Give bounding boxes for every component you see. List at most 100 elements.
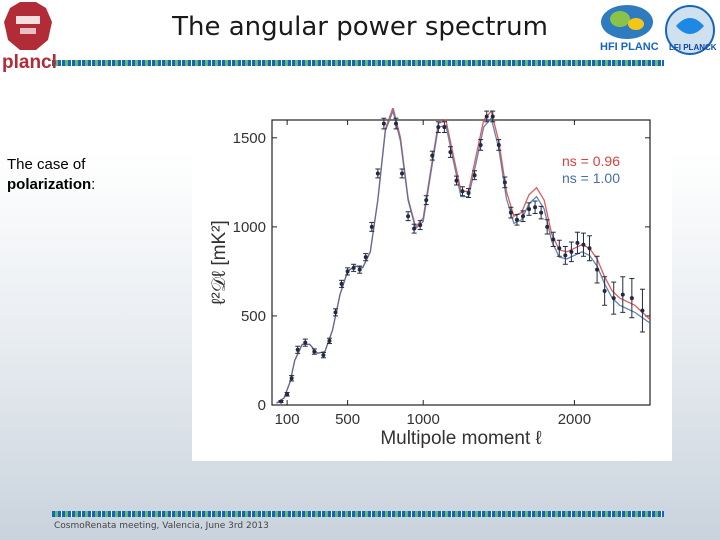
plot-frame [271, 119, 651, 406]
data-point [442, 125, 447, 130]
data-point [393, 121, 398, 126]
data-point [557, 246, 562, 251]
data-point [327, 338, 332, 343]
side-caption-colon: : [91, 176, 96, 193]
x-axis-label: Multipole moment ℓ [380, 428, 541, 449]
chart-axes: 0 500 1000 1500 100 500 1000 2000 [233, 119, 651, 428]
bottom-rule-strip [52, 511, 664, 517]
hfi-planck-logo: HFI PLANCK [596, 2, 667, 54]
data-point [563, 253, 568, 258]
data-point [285, 392, 290, 397]
data-point [303, 340, 308, 345]
lfi-logo-wordmark: LFI PLANCK [669, 43, 717, 52]
data-point [490, 114, 495, 119]
lfi-logo-shape [676, 18, 704, 34]
planck-logo-shield [4, 2, 52, 50]
data-point [369, 224, 374, 229]
legend-entry: ns = 0.96 [562, 153, 620, 169]
planck-logo-detail [16, 16, 40, 24]
footer-text: CosmoRenata meeting, Valencia, June 3rd … [54, 521, 269, 531]
data-point [484, 114, 489, 119]
side-caption-line2: polarization: [7, 175, 95, 195]
data-point [295, 347, 300, 352]
top-rule-strip [52, 60, 664, 66]
data-point [602, 289, 607, 293]
data-point [514, 217, 519, 222]
y-tick-label: 0 [258, 397, 266, 414]
power-spectrum-chart: 0 500 1000 1500 100 500 1000 2000 ns = 0.96 ns =… [192, 96, 672, 461]
data-point [430, 153, 435, 158]
data-point [351, 265, 356, 270]
y-axis-label: ℓ²𝒟ℓ [mK²] [209, 220, 230, 304]
data-point [448, 150, 453, 155]
data-point [551, 237, 556, 242]
hfi-logo-graphic: HFI PLANCK [600, 5, 667, 53]
side-caption-bold: polarization [7, 176, 92, 193]
data-point [436, 125, 441, 130]
slide-title: The angular power spectrum [172, 12, 548, 42]
planck-logo-graphic: planck [2, 2, 63, 73]
y-tick-label: 1000 [233, 219, 266, 236]
data-point [595, 267, 600, 272]
chart-data-points [278, 96, 645, 404]
data-point [357, 267, 362, 272]
data-point [496, 142, 501, 147]
top-decorative-rule [52, 60, 664, 66]
data-point [611, 296, 616, 301]
series-line [276, 108, 651, 404]
y-tick-label: 1500 [233, 130, 266, 147]
data-point [454, 178, 459, 183]
data-point [533, 205, 538, 210]
data-point [539, 210, 544, 215]
side-caption: The case of polarization: [7, 155, 95, 195]
bottom-decorative-rule [52, 511, 664, 517]
x-tick-label: 100 [275, 411, 300, 428]
data-point [508, 210, 513, 215]
data-point [520, 214, 525, 219]
data-point [400, 171, 405, 176]
data-point [279, 399, 284, 404]
hfi-logo-highlight [610, 11, 630, 27]
data-point [575, 240, 580, 245]
data-point [640, 308, 645, 313]
chart-axis-labels: Multipole moment ℓ ℓ²𝒟ℓ [mK²] [209, 220, 542, 449]
y-tick-label: 500 [241, 308, 266, 325]
data-point [478, 142, 483, 147]
planck-logo: planck [0, 0, 63, 73]
data-point [629, 296, 634, 301]
legend-entry: ns = 1.00 [562, 170, 620, 186]
data-point [620, 292, 625, 297]
data-point [460, 189, 465, 194]
data-point [345, 269, 350, 274]
data-point [569, 249, 574, 254]
data-point [375, 171, 380, 176]
x-tick-label: 1000 [407, 411, 440, 428]
x-tick-label: 2000 [558, 411, 591, 428]
side-caption-line1: The case of [7, 156, 86, 173]
x-tick-label: 500 [335, 411, 360, 428]
data-point [502, 180, 507, 185]
lfi-logo-graphic: LFI PLANCK [665, 5, 717, 55]
data-point [581, 242, 586, 247]
data-point [289, 376, 294, 381]
data-point [312, 349, 317, 354]
lfi-planck-logo: LFI PLANCK [662, 4, 718, 56]
data-point [545, 224, 550, 229]
data-point [381, 121, 386, 126]
data-point [466, 191, 471, 196]
data-point [418, 223, 423, 228]
hfi-logo-spot [628, 18, 644, 30]
planck-logo-detail-2 [20, 28, 36, 34]
data-point [472, 173, 477, 178]
data-point [527, 207, 532, 212]
planck-logo-wordmark: planck [2, 52, 56, 72]
data-point [363, 255, 368, 260]
data-point [333, 310, 338, 315]
hfi-logo-wordmark: HFI PLANCK [600, 41, 658, 53]
data-point [321, 353, 326, 358]
data-point [412, 226, 417, 231]
data-point [424, 198, 429, 203]
data-point [406, 214, 411, 219]
